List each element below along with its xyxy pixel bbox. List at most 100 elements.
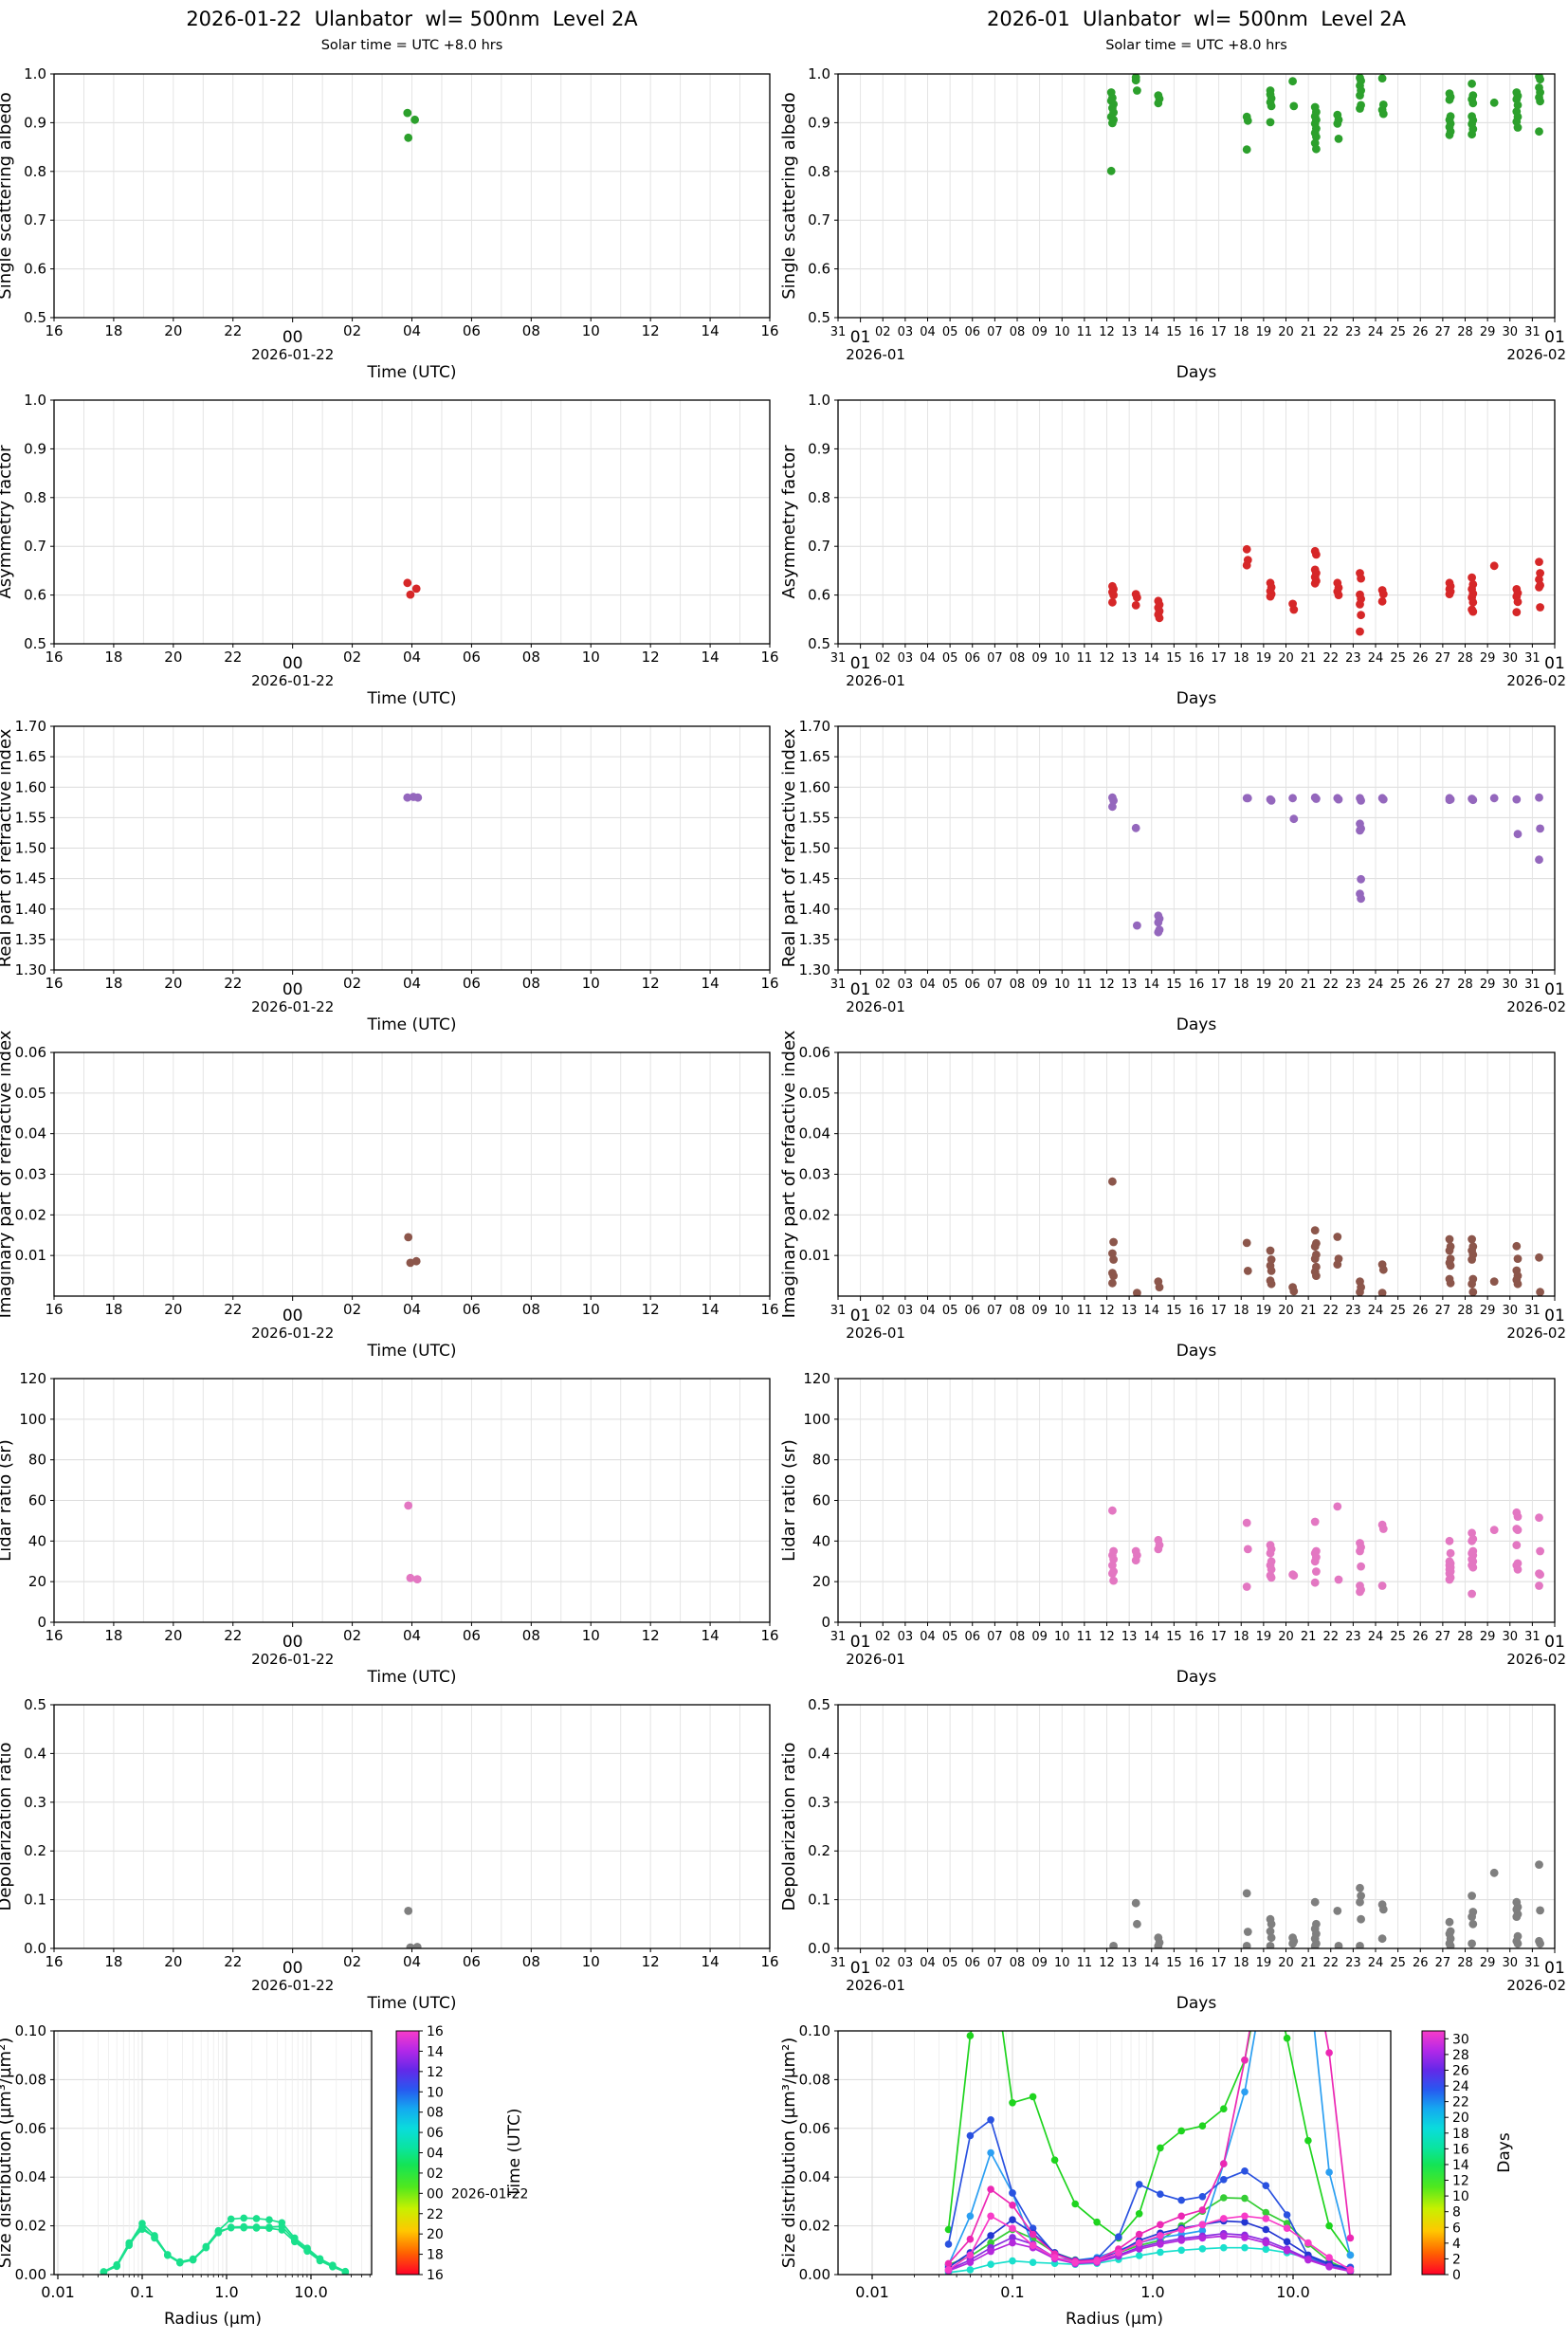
x-tick-label: 0.1: [130, 2283, 154, 2301]
colorbar-tick-label: 14: [427, 2044, 444, 2059]
x-tick-label: 08: [522, 975, 540, 992]
y-axis-label: Asymmetry factor: [0, 445, 15, 599]
data-point: [1512, 1541, 1522, 1549]
colorbar-label: Time (UTC): [505, 2109, 524, 2199]
data-point: [1468, 597, 1478, 607]
data-point: [1241, 2088, 1249, 2096]
x-tick-label: 30: [1502, 1304, 1518, 1318]
data-point: [1310, 1517, 1320, 1526]
y-tick-label: 60: [28, 1492, 46, 1509]
x-tick-label: 22: [1322, 1630, 1339, 1644]
x-tick-label: 31: [1524, 651, 1541, 666]
x-tick-label: 06: [964, 325, 980, 339]
x-tick-label: 07: [987, 1630, 1003, 1644]
x-tick-label: 24: [1368, 325, 1384, 339]
y-tick-label: 0.04: [15, 2168, 46, 2185]
data-point: [1243, 1928, 1252, 1936]
x-tick-label: 08: [1010, 978, 1026, 992]
data-point: [411, 1256, 421, 1266]
data-point: [404, 1907, 413, 1915]
x-tick-label: 12: [642, 322, 660, 339]
colorbar-tick-label: 12: [1452, 2174, 1469, 2189]
x-tick-label: 06: [463, 649, 481, 666]
data-point: [164, 2251, 172, 2258]
y-tick-label: 0.02: [15, 1206, 46, 1223]
x-tick-label: 13: [1121, 325, 1138, 339]
data-point: [410, 115, 419, 124]
x-tick-label: 16: [45, 322, 63, 339]
data-point: [1029, 2093, 1037, 2101]
y-tick-label: 0.06: [15, 2120, 46, 2137]
x-tick-label: 28: [1457, 1630, 1473, 1644]
x-tick-label: 10.0: [294, 2283, 328, 2301]
x-tick-label: 31: [1524, 1956, 1541, 1970]
data-point: [1241, 2234, 1249, 2241]
x-tick-label: 14: [1143, 1304, 1159, 1318]
data-point: [1468, 1255, 1476, 1264]
data-point: [1071, 2258, 1079, 2266]
data-point: [240, 2223, 247, 2232]
data-point: [1288, 1939, 1297, 1948]
data-point: [1242, 1518, 1251, 1527]
x-tick-label: 31: [830, 1956, 847, 1970]
x-major-tick-label: 00: [283, 1959, 303, 1978]
x-tick-label: 04: [920, 1630, 936, 1644]
x-tick-label: 19: [1256, 978, 1272, 992]
y-tick-label: 1.35: [15, 931, 46, 948]
data-point: [1050, 2254, 1059, 2261]
x-major-tick-label: 00: [283, 980, 303, 999]
x-tick-label: 14: [702, 1301, 720, 1318]
x-tick-label: 07: [987, 1304, 1003, 1318]
data-point: [1468, 1919, 1478, 1929]
x-tick-label: 22: [1322, 978, 1339, 992]
x-major-tick-label: 00: [283, 654, 303, 673]
x-tick-label: 23: [1345, 1630, 1361, 1644]
x-date-label: 2026-01-22: [251, 672, 334, 689]
x-tick-label: 04: [403, 322, 421, 339]
data-point: [1325, 2221, 1333, 2230]
x-date-label: 2026-01-22: [251, 1325, 334, 1342]
data-point: [1356, 627, 1364, 636]
y-tick-label: 0.6: [808, 587, 830, 604]
y-tick-label: 0: [37, 1614, 46, 1631]
series-line: [948, 2219, 1351, 2271]
data-point: [1377, 1581, 1387, 1590]
x-tick-label: 10: [1054, 978, 1070, 992]
data-point: [1356, 1883, 1364, 1892]
data-point: [1133, 921, 1141, 930]
x-tick-label: 15: [1166, 978, 1182, 992]
x-major-tick-label: 01: [1544, 1307, 1565, 1325]
lidar-month-data: [1108, 1502, 1544, 1599]
data-point: [1378, 1905, 1388, 1914]
y-tick-label: 0.5: [24, 1696, 46, 1713]
x-tick-label: 18: [104, 322, 122, 339]
data-point: [1283, 2238, 1291, 2246]
data-point: [1241, 2057, 1249, 2064]
x-tick-label: 24: [1368, 1304, 1384, 1318]
data-point: [1356, 104, 1364, 113]
x-tick-label: 26: [1413, 1304, 1429, 1318]
x-tick-label: 06: [463, 1953, 481, 1970]
x-date-label: 2026-02: [1506, 1977, 1566, 1994]
data-point: [1108, 802, 1117, 812]
data-point: [227, 2223, 235, 2232]
x-tick-label: 30: [1502, 978, 1518, 992]
x-tick-label: 0.01: [855, 2283, 889, 2301]
x-date-label: 2026-01-22: [251, 998, 334, 1015]
y-axis-label: Asymmetry factor: [779, 445, 799, 599]
x-tick-label: 22: [224, 649, 242, 666]
x-tick-label: 16: [1189, 651, 1205, 666]
data-point: [1288, 794, 1297, 803]
x-major-tick-label: 01: [850, 1633, 871, 1652]
data-point: [966, 2258, 975, 2266]
x-tick-label: 10: [582, 1953, 600, 1970]
data-point: [1283, 2224, 1291, 2232]
data-point: [1115, 2249, 1122, 2257]
data-point: [1377, 1289, 1387, 1296]
x-tick-label: 18: [104, 1627, 122, 1644]
data-point: [1133, 1919, 1141, 1929]
data-point: [1267, 1573, 1276, 1582]
data-point: [1177, 2246, 1185, 2255]
